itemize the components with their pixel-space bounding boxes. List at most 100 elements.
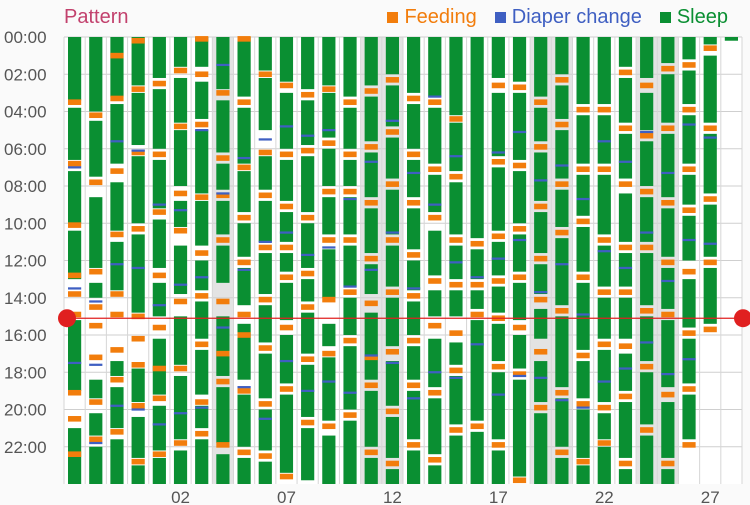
feeding-mark bbox=[301, 304, 315, 310]
diaper-mark bbox=[258, 240, 272, 243]
sleep-bar bbox=[216, 454, 230, 484]
sleep-bar bbox=[152, 37, 166, 78]
sleep-bar bbox=[195, 130, 209, 194]
feeding-mark bbox=[407, 442, 421, 448]
sleep-bar bbox=[343, 297, 357, 335]
sleep-bar bbox=[110, 361, 124, 376]
diaper-mark bbox=[173, 412, 188, 415]
feeding-mark bbox=[407, 337, 421, 344]
sleep-bar bbox=[597, 115, 611, 164]
feeding-mark bbox=[322, 296, 336, 303]
sleep-bar bbox=[512, 335, 527, 369]
sleep-bar bbox=[618, 193, 633, 242]
sleep-bar bbox=[491, 286, 505, 313]
feeding-mark bbox=[110, 52, 124, 59]
diaper-mark bbox=[555, 164, 569, 167]
feeding-mark bbox=[343, 237, 357, 243]
feeding-mark bbox=[597, 106, 611, 113]
sleep-bar bbox=[173, 200, 188, 227]
diaper-mark bbox=[640, 341, 654, 344]
legend-item-diaper[interactable]: Diaper change bbox=[494, 6, 642, 29]
feeding-mark bbox=[576, 458, 590, 465]
legend-label-diaper: Diaper change bbox=[511, 6, 642, 28]
sleep-bar bbox=[491, 37, 505, 78]
sleep-bar bbox=[555, 130, 569, 179]
sleep-bar bbox=[470, 431, 484, 484]
feeding-mark bbox=[407, 95, 421, 102]
feeding-mark bbox=[131, 458, 145, 465]
sleep-bar bbox=[428, 174, 442, 213]
sleep-bar bbox=[89, 120, 103, 177]
feeding-mark bbox=[385, 77, 399, 83]
feeding-mark bbox=[661, 125, 675, 132]
diaper-mark bbox=[322, 380, 336, 383]
sleep-bar bbox=[385, 297, 399, 347]
sleep-bar bbox=[470, 320, 484, 421]
feeding-mark bbox=[216, 298, 230, 305]
feeding-mark bbox=[491, 442, 505, 448]
feeding-mark bbox=[407, 199, 421, 206]
sleep-bar bbox=[237, 394, 251, 447]
sleep-bar bbox=[89, 446, 103, 484]
feeding-mark bbox=[258, 296, 272, 303]
sleep-bar bbox=[534, 361, 548, 403]
feeding-mark bbox=[301, 91, 315, 98]
sleep-bar bbox=[597, 413, 611, 440]
legend-swatch-diaper bbox=[494, 12, 506, 23]
diaper-mark bbox=[576, 313, 590, 316]
legend-item-feeding[interactable]: Feeding bbox=[387, 6, 477, 29]
feeding-mark bbox=[661, 391, 675, 398]
sleep-bar bbox=[216, 245, 230, 283]
feeding-mark bbox=[618, 460, 633, 467]
feeding-mark bbox=[322, 237, 336, 243]
legend-label-sleep: Sleep bbox=[676, 6, 728, 28]
sleep-bar bbox=[576, 282, 590, 350]
x-tick-label: 12 bbox=[383, 488, 402, 505]
feeding-mark bbox=[173, 365, 188, 372]
sleep-bar bbox=[216, 316, 230, 376]
legend-item-sleep[interactable]: Sleep bbox=[659, 6, 728, 29]
feeding-mark bbox=[512, 477, 527, 484]
sleep-bar bbox=[512, 37, 527, 82]
diaper-mark bbox=[237, 156, 251, 160]
sleep-bar bbox=[555, 85, 569, 119]
feeding-mark bbox=[449, 173, 463, 180]
diaper-mark bbox=[343, 285, 357, 288]
feeding-mark bbox=[89, 436, 103, 443]
feeding-mark bbox=[322, 350, 336, 357]
diaper-mark bbox=[512, 374, 527, 378]
feeding-mark bbox=[512, 274, 527, 281]
feeding-mark bbox=[364, 354, 378, 361]
feeding-mark bbox=[597, 237, 611, 243]
sleep-bar bbox=[173, 37, 188, 67]
feeding-mark bbox=[555, 389, 569, 396]
sleep-bar bbox=[703, 133, 717, 194]
sleep-bar bbox=[279, 37, 294, 82]
feeding-mark bbox=[618, 244, 633, 251]
feeding-mark bbox=[640, 132, 654, 139]
feeding-mark bbox=[258, 345, 272, 351]
feeding-mark bbox=[173, 227, 188, 234]
feeding-mark bbox=[428, 456, 442, 463]
feeding-mark bbox=[661, 199, 675, 206]
feeding-mark bbox=[364, 199, 378, 206]
sleep-bar bbox=[131, 465, 145, 484]
sleep-bar bbox=[110, 439, 124, 484]
sleep-bar bbox=[640, 141, 654, 186]
legend-swatch-sleep bbox=[659, 12, 671, 23]
feeding-mark bbox=[68, 291, 82, 297]
feeding-mark bbox=[661, 311, 675, 318]
feeding-mark bbox=[322, 423, 336, 430]
sleep-bar bbox=[661, 320, 675, 388]
feeding-mark bbox=[216, 350, 230, 357]
sleep-bar bbox=[258, 77, 272, 131]
sleep-bar bbox=[597, 349, 611, 403]
sleep-bar bbox=[703, 267, 717, 324]
sleep-bar bbox=[279, 253, 294, 272]
diaper-mark bbox=[110, 263, 124, 266]
feeding-mark bbox=[89, 268, 103, 275]
sleep-bar bbox=[640, 92, 654, 131]
feeding-mark bbox=[258, 453, 272, 459]
diaper-mark bbox=[597, 140, 611, 143]
